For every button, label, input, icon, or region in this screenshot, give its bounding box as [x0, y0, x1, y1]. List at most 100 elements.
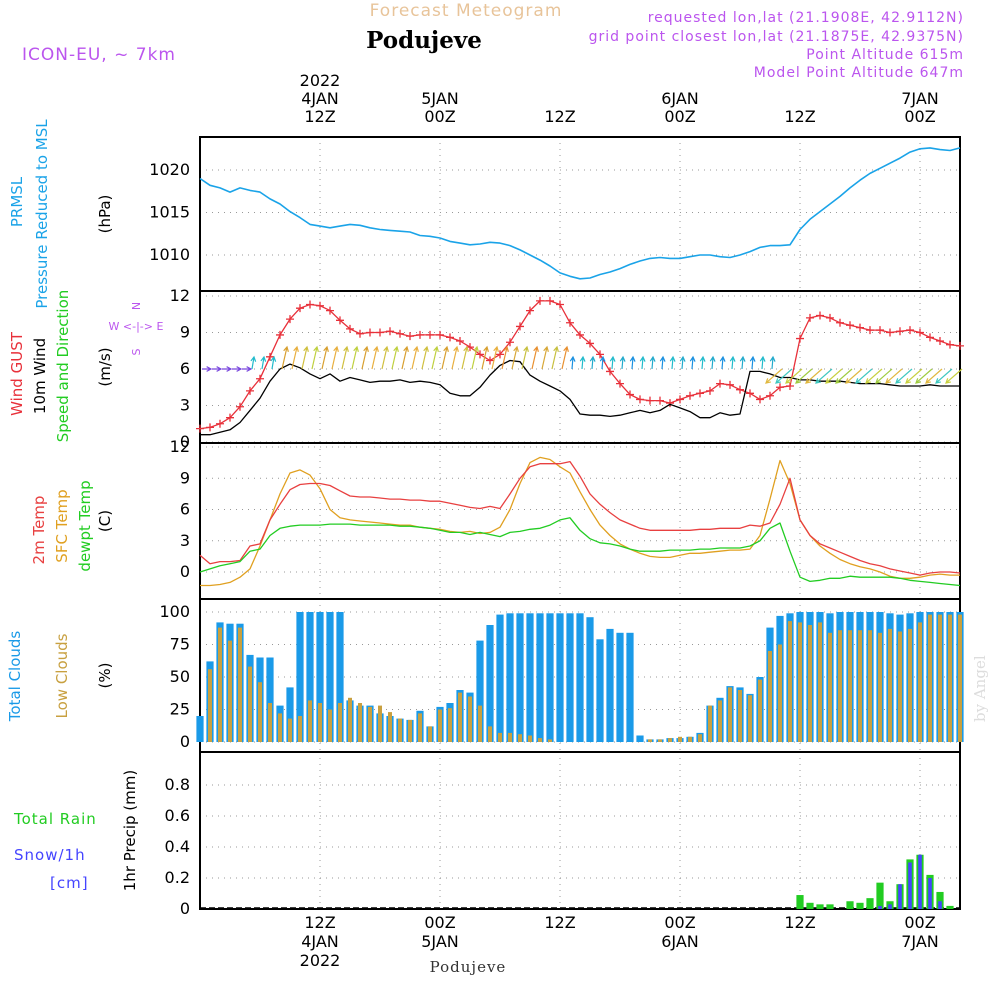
gust-point	[216, 419, 224, 428]
y-tick-label: 50	[170, 667, 190, 686]
bottom-time-label: 2022	[300, 951, 341, 970]
bottom-time-label: 7JAN	[901, 932, 939, 951]
rain-bar	[946, 905, 954, 909]
snow-unit-label: [cm]	[50, 874, 89, 892]
gust-point	[316, 301, 324, 310]
wind-direction-arrow	[341, 345, 349, 370]
low-cloud-bar	[218, 627, 222, 742]
total-cloud-bar	[506, 613, 514, 742]
top-time-label: 00Z	[904, 107, 935, 126]
snow-bar	[878, 905, 882, 909]
y-tick-label: 0.2	[165, 868, 190, 887]
low-cloud-bar	[858, 630, 862, 742]
low-cloud-bar	[958, 614, 962, 742]
wind-direction-arrow	[250, 355, 257, 370]
low-cloud-bar	[478, 705, 482, 742]
low-cloud-bar	[818, 622, 822, 742]
low-cloud-bar	[518, 734, 522, 742]
low-cloud-bar	[948, 614, 952, 742]
low-cloud-bar	[928, 614, 932, 742]
gust-point	[786, 382, 794, 391]
total-cloud-bar	[326, 612, 334, 742]
pressure-line	[199, 147, 961, 280]
low-cloud-bar	[408, 719, 412, 742]
low-cloud-bar	[508, 732, 512, 742]
total-cloud-bar	[316, 612, 324, 742]
low-cloud-bar	[528, 735, 532, 742]
rain-bar	[856, 902, 864, 909]
wind-direction-arrow	[511, 345, 519, 370]
gust-point	[236, 402, 244, 411]
pressure-label: PRMSL	[8, 176, 26, 227]
total-cloud-bar	[596, 639, 604, 742]
wind-direction-arrow	[589, 355, 596, 370]
rain-bar	[936, 891, 944, 909]
low-cloud-bar	[658, 739, 662, 742]
gust-point	[506, 338, 514, 347]
station-name: Podujeve	[366, 27, 482, 54]
low-cloud-bar	[908, 628, 912, 742]
gust-point	[436, 330, 444, 339]
low-cloud-bar	[708, 705, 712, 742]
sfc-temp-label: SFC Temp	[53, 489, 71, 562]
requested-coords: requested lon,lat (21.1908E, 42.9112N)	[648, 10, 964, 26]
wind-direction-arrow	[491, 345, 499, 370]
wind-direction-arrow	[699, 355, 706, 370]
gust-point	[666, 399, 674, 408]
low-cloud-bar	[378, 705, 382, 742]
low-cloud-bar	[338, 703, 342, 742]
low-cloud-bar	[788, 621, 792, 742]
wind-direction-arrow	[619, 355, 626, 370]
gust-point	[456, 337, 464, 346]
wind-direction-arrow	[441, 345, 449, 370]
low-cloud-bar	[808, 625, 812, 742]
low-cloud-bar	[368, 706, 372, 742]
wind-direction-arrow	[331, 345, 339, 370]
wind-direction-arrow	[759, 355, 766, 370]
gust-point	[766, 391, 774, 400]
gust-point	[626, 390, 634, 399]
bottom-time-label: 12Z	[784, 913, 815, 932]
gust-point	[876, 326, 884, 335]
bottom-time-label: 00Z	[664, 913, 695, 932]
unit-label: (hPa)	[96, 195, 114, 234]
point-altitude: Point Altitude 615m	[806, 47, 964, 63]
snow-bar	[908, 862, 912, 909]
gust-point	[266, 352, 274, 361]
wind-direction-arrow	[202, 366, 213, 372]
wind-direction-arrow	[865, 368, 883, 384]
gust-point	[476, 350, 484, 359]
wind-line	[200, 359, 960, 436]
gust-point	[546, 296, 554, 305]
gust-point	[606, 367, 614, 376]
gust-point	[356, 329, 364, 338]
wind-direction-arrow	[270, 355, 277, 370]
gust-point	[536, 296, 544, 305]
gust-point	[426, 330, 434, 339]
y-tick-label: 0	[180, 732, 190, 751]
temp-label: 2m Temp	[30, 496, 48, 565]
unit-label: (m/s)	[96, 347, 114, 386]
wind-direction-arrow	[212, 366, 223, 372]
y-tick-label: 0	[180, 562, 190, 581]
wind-direction-arrow	[401, 345, 409, 370]
gust-point	[756, 395, 764, 404]
low-cloud-bar	[448, 708, 452, 742]
total-cloud-bar	[196, 716, 204, 742]
top-time-label: 00Z	[424, 107, 455, 126]
y-tick-label: 6	[180, 359, 190, 378]
total-cloud-bar	[566, 613, 574, 742]
chart-title: Forecast Meteogram	[370, 1, 563, 21]
low-cloud-bar	[828, 632, 832, 742]
bottom-time-label: 5JAN	[421, 932, 459, 951]
low-cloud-bar	[688, 736, 692, 742]
snow-bar	[938, 901, 942, 909]
y-tick-label: 100	[159, 602, 190, 621]
gust-point	[636, 395, 644, 404]
low-cloud-bar	[778, 644, 782, 742]
gust-point	[526, 306, 534, 315]
total-cloud-bar	[266, 657, 274, 742]
y-tick-label: 0	[180, 432, 190, 451]
wind-direction-arrow	[895, 368, 913, 384]
